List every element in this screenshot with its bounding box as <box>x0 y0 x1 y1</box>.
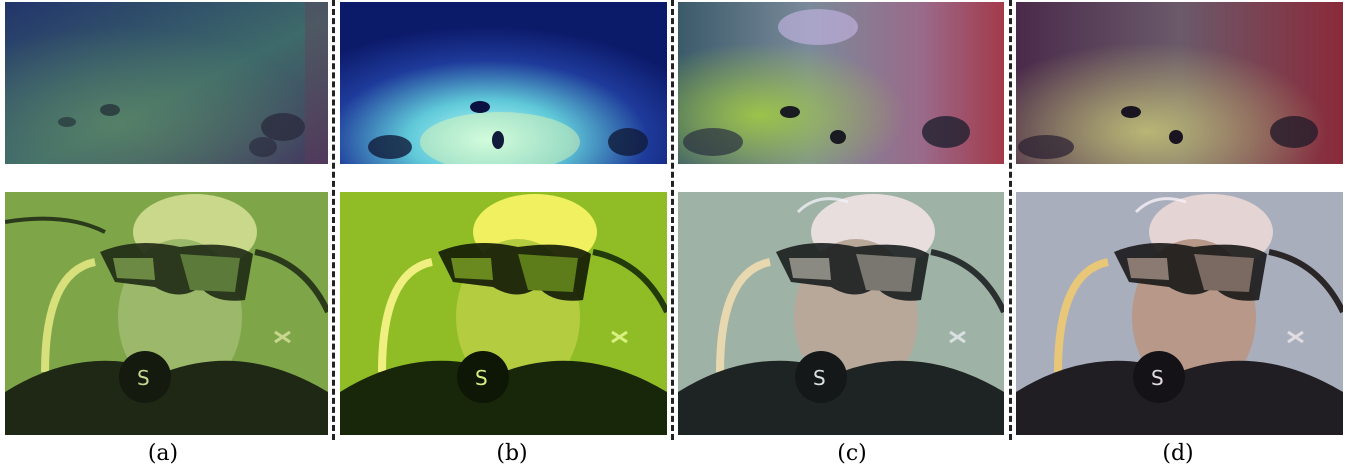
svg-text:S: S <box>1151 366 1164 390</box>
diver-image-a: S <box>5 192 328 435</box>
caption-a: (a) <box>147 441 179 466</box>
caption-b: (b) <box>496 441 528 466</box>
dashed-divider <box>671 0 674 440</box>
svg-text:S: S <box>137 366 150 390</box>
dashed-divider <box>1009 0 1012 440</box>
svg-text:S: S <box>475 366 488 390</box>
seafloor-image-a <box>5 2 328 164</box>
diver-image-b: S <box>340 192 667 435</box>
dashed-divider <box>332 0 335 440</box>
seafloor-image-d <box>1016 2 1343 164</box>
diver-image-d: S <box>1016 192 1343 435</box>
seafloor-image-b <box>340 2 667 164</box>
caption-d: (d) <box>1162 441 1194 466</box>
caption-c: (c) <box>837 441 867 466</box>
diver-image-c: S <box>678 192 1004 435</box>
svg-text:S: S <box>813 366 826 390</box>
seafloor-image-c <box>678 2 1004 164</box>
